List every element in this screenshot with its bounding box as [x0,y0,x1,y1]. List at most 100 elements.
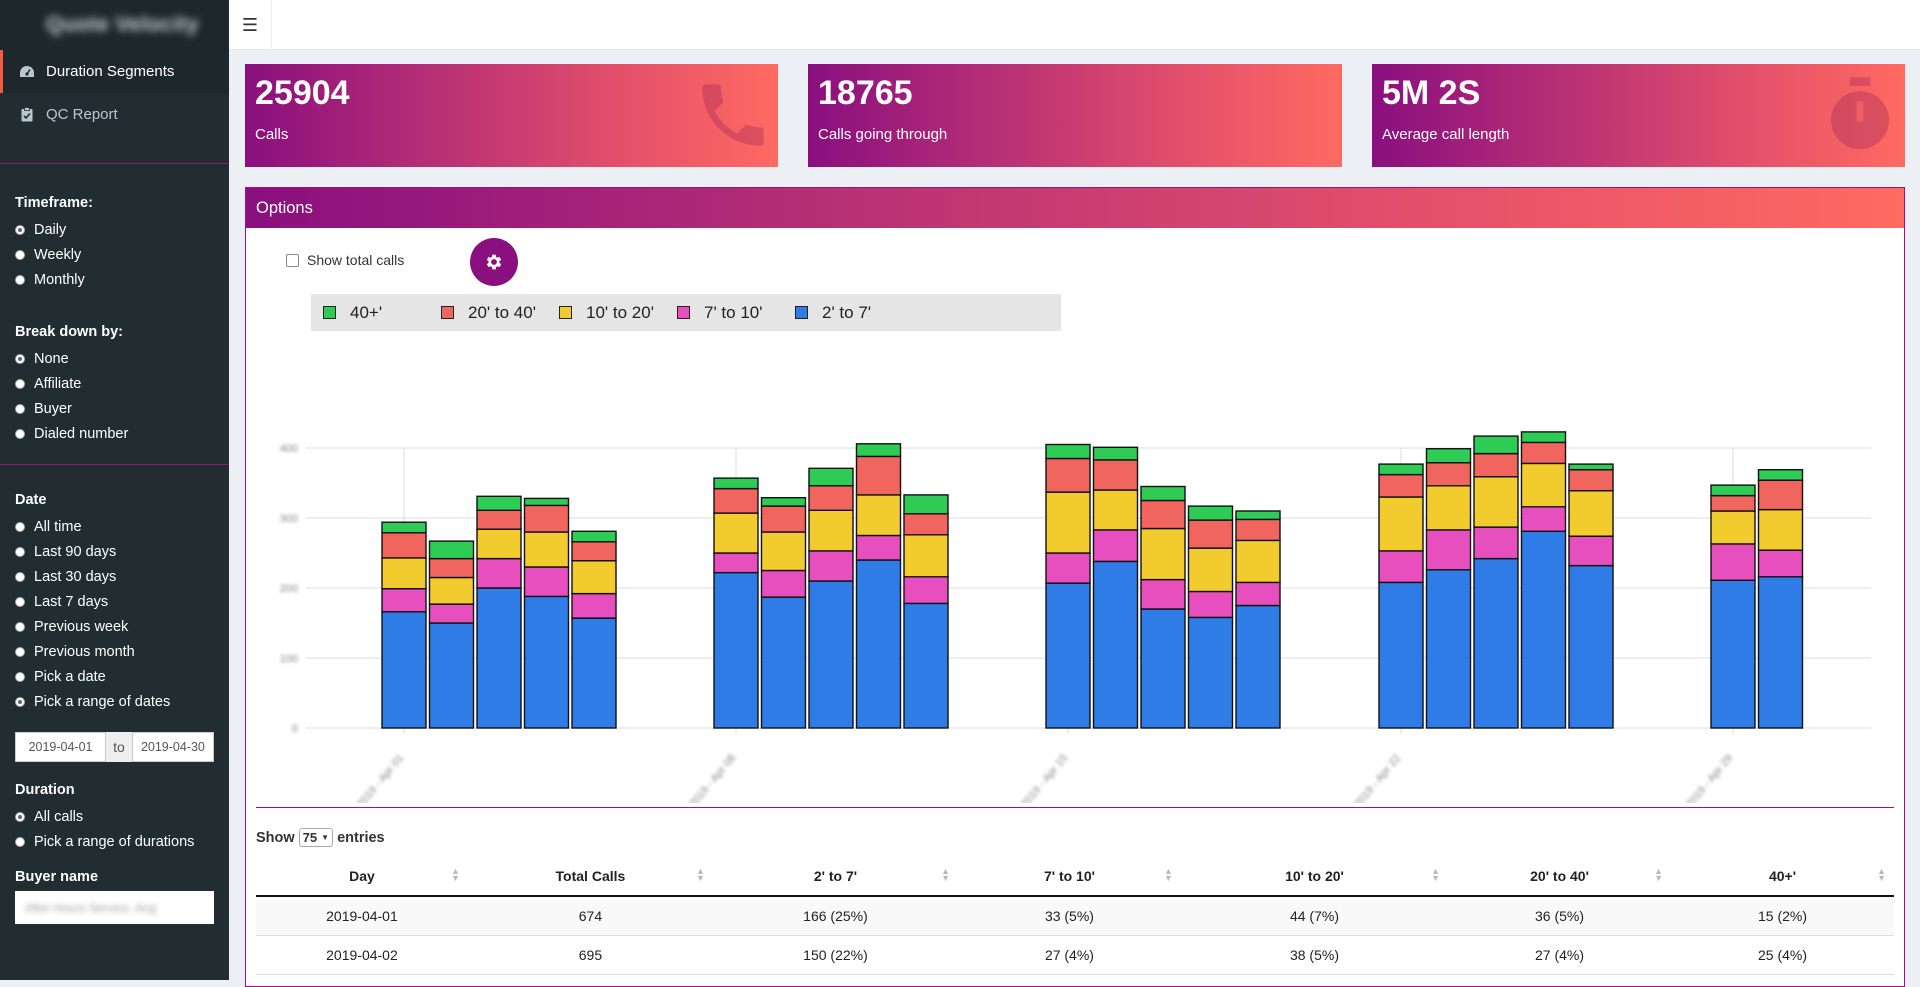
bar-segment[interactable] [1378,463,1424,476]
radio-last-7-days[interactable]: Last 7 days [15,589,214,614]
radio-button[interactable] [15,696,25,707]
bar-segment[interactable] [476,509,522,530]
bar-segment[interactable] [1187,519,1234,549]
column-header[interactable]: 7' to 10' ▲ ▼ [957,856,1181,897]
radio-button[interactable] [15,353,25,364]
bar-segment[interactable] [1140,499,1186,530]
bar-segment[interactable] [1710,543,1756,581]
bar-segment[interactable] [428,557,475,579]
bar-segment[interactable] [1140,608,1186,729]
column-header[interactable]: 2' to 7' ▲ ▼ [712,856,958,897]
bar-segment[interactable] [903,602,949,729]
bar-segment[interactable] [1045,443,1091,460]
radio-monthly[interactable]: Monthly [15,267,214,292]
legend-item-7-to-10[interactable]: 7' to 10' [677,303,795,323]
radio-last-30-days[interactable]: Last 30 days [15,564,214,589]
column-header[interactable]: Day ▲ ▼ [256,856,468,897]
bar-segment[interactable] [1520,506,1567,533]
radio-button[interactable] [15,811,25,822]
bar-segment[interactable] [571,559,617,595]
bar-segment[interactable] [903,534,949,578]
bar-segment[interactable] [1425,461,1472,487]
bar-segment[interactable] [760,569,807,598]
bar-segment[interactable] [571,530,617,543]
bar-segment[interactable] [1235,581,1281,607]
bar-segment[interactable] [760,496,807,507]
bar-segment[interactable] [428,622,475,729]
bar-segment[interactable] [1187,616,1234,729]
bar-segment[interactable] [1045,491,1091,554]
bar-segment[interactable] [1710,484,1756,497]
bar-segment[interactable] [1187,590,1234,619]
radio-affiliate[interactable]: Affiliate [15,371,214,396]
bar-segment[interactable] [1092,529,1139,563]
bar-segment[interactable] [381,587,427,613]
bar-segment[interactable] [381,557,427,590]
radio-button[interactable] [15,249,25,260]
bar-segment[interactable] [1710,494,1756,512]
bar-segment[interactable] [1568,535,1614,567]
bar-segment[interactable] [1235,518,1281,542]
bar-segment[interactable] [476,587,522,729]
bar-segment[interactable] [1568,489,1614,537]
bar-segment[interactable] [1473,452,1519,478]
bar-segment[interactable] [1568,468,1614,492]
radio-button[interactable] [15,428,25,439]
radio-all-time[interactable]: All time [15,514,214,539]
buyer-select[interactable]: After Hours Service, Ang [15,891,214,924]
radio-button[interactable] [15,621,25,632]
bar-segment[interactable] [1140,485,1186,502]
legend-item-10-to-20[interactable]: 10' to 20' [559,303,677,323]
bar-segment[interactable] [903,513,949,536]
radio-all-calls[interactable]: All calls [15,804,214,829]
column-header[interactable]: Total Calls ▲ ▼ [467,856,713,897]
bar-segment[interactable] [1473,435,1519,455]
bar-segment[interactable] [903,494,949,515]
bar-segment[interactable] [1473,557,1519,729]
radio-dialed-number[interactable]: Dialed number [15,421,214,446]
radio-buyer[interactable]: Buyer [15,396,214,421]
bar-segment[interactable] [1378,581,1424,729]
bar-segment[interactable] [1140,527,1186,581]
radio-button[interactable] [15,521,25,532]
bar-segment[interactable] [381,531,427,559]
radio-previous-week[interactable]: Previous week [15,614,214,639]
bar-segment[interactable] [1092,446,1139,461]
bar-segment[interactable] [523,566,570,598]
bar-segment[interactable] [1378,473,1424,498]
bar-segment[interactable] [1425,529,1472,571]
show-total-calls-checkbox[interactable]: Show total calls [286,252,404,268]
bar-segment[interactable] [713,487,759,514]
bar-segment[interactable] [1520,441,1567,465]
bar-segment[interactable] [808,467,854,487]
sidebar-item-duration-segments[interactable]: Duration Segments [0,50,229,93]
bar-segment[interactable] [1092,489,1139,531]
bar-segment[interactable] [1045,552,1091,584]
radio-pick-range-of-durations[interactable]: Pick a range of durations [15,829,214,854]
bar-segment[interactable] [571,592,617,619]
bar-segment[interactable] [808,580,854,729]
radio-button[interactable] [15,836,25,847]
radio-weekly[interactable]: Weekly [15,242,214,267]
bar-segment[interactable] [476,528,522,560]
radio-pick-range-of-dates[interactable]: Pick a range of dates [15,689,214,714]
bar-segment[interactable] [1568,564,1614,729]
bar-segment[interactable] [523,497,570,507]
bar-segment[interactable] [1757,508,1804,551]
bar-segment[interactable] [1473,475,1519,528]
bar-segment[interactable] [1757,468,1804,481]
column-header[interactable]: 40+' ▲ ▼ [1671,856,1894,897]
legend-item-2-to-7[interactable]: 2' to 7' [795,303,913,323]
radio-previous-month[interactable]: Previous month [15,639,214,664]
bar-segment[interactable] [1568,463,1614,471]
bar-segment[interactable] [1520,462,1567,508]
radio-button[interactable] [15,224,25,235]
bar-segment[interactable] [1140,578,1186,610]
bar-segment[interactable] [808,509,854,552]
radio-button[interactable] [15,378,25,389]
bar-segment[interactable] [1710,579,1756,729]
bar-segment[interactable] [1473,526,1519,560]
radio-daily[interactable]: Daily [15,217,214,242]
bar-segment[interactable] [760,596,807,729]
bar-segment[interactable] [855,494,902,537]
